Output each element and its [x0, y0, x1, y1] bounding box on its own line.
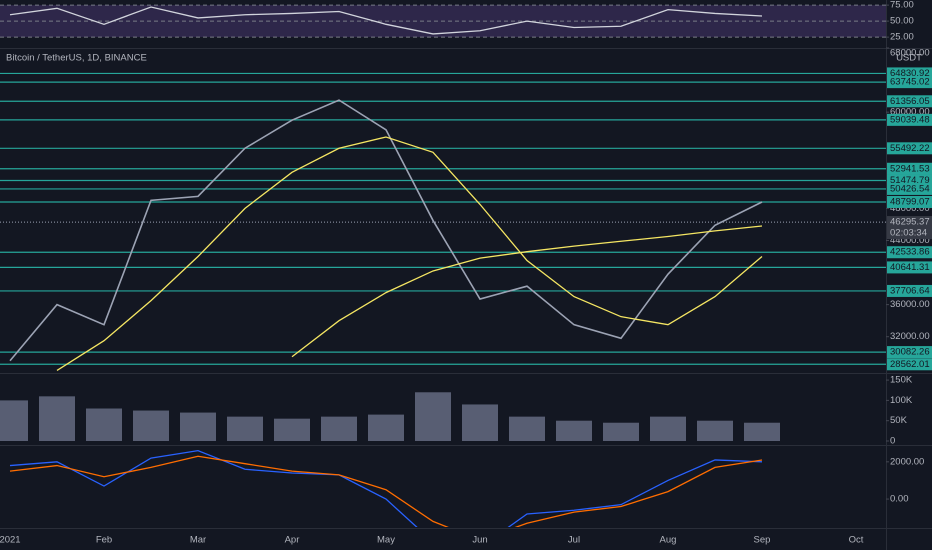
- y-tick-label: 32000.00: [890, 331, 930, 342]
- y-tick-label: 0.00: [890, 494, 909, 505]
- x-tick-label: Apr: [285, 535, 300, 546]
- x-tick-label: Jul: [568, 535, 580, 546]
- level-label: 37706.64: [890, 285, 930, 296]
- y-tick-label: 60000.00: [890, 107, 930, 118]
- y-tick-label: 25.00: [890, 32, 914, 43]
- level-label-box: [887, 195, 932, 208]
- level-label-box: [887, 346, 932, 359]
- level-label-box: [887, 284, 932, 297]
- level-label-box: [887, 113, 932, 126]
- level-label-box: [887, 358, 932, 371]
- level-label: 28562.01: [890, 359, 930, 370]
- series-line: [9, 6, 763, 35]
- volume-bar: [133, 410, 169, 441]
- pane: [0, 392, 780, 441]
- level-label-box: [887, 246, 932, 259]
- x-tick-label: Feb: [96, 535, 112, 546]
- level-label: 42533.86: [890, 247, 930, 258]
- series-line: [9, 449, 763, 527]
- level-label: 51474.79: [890, 175, 930, 186]
- y-tick-label: 75.00: [890, 0, 914, 11]
- last-price-box: [887, 216, 932, 240]
- x-tick-label: May: [377, 535, 395, 546]
- volume-bar: [556, 420, 592, 441]
- x-tick-label: Jun: [472, 535, 487, 546]
- level-label: 52941.53: [890, 163, 930, 174]
- y-tick-label: 100K: [890, 395, 913, 406]
- level-label: 61356.05: [890, 96, 930, 107]
- level-label-box: [887, 182, 932, 195]
- level-label: 50426.54: [890, 183, 930, 194]
- level-label-box: [887, 76, 932, 89]
- y-tick-label: 150K: [890, 375, 913, 386]
- volume-bar: [180, 412, 216, 441]
- level-label: 30082.26: [890, 347, 930, 358]
- volume-bar: [744, 422, 780, 441]
- level-label: 55492.22: [890, 143, 930, 154]
- level-label: 48799.07: [890, 197, 930, 208]
- volume-bar: [650, 416, 686, 441]
- y-tick-label: 36000.00: [890, 299, 930, 310]
- volume-bar: [321, 416, 357, 441]
- volume-bar: [39, 396, 75, 441]
- x-tick-label: 2021: [0, 535, 21, 546]
- unit-label: USDT: [896, 53, 922, 64]
- y-tick-label: 68000.00: [890, 48, 930, 59]
- level-label-box: [887, 142, 932, 155]
- pane: [9, 449, 763, 527]
- level-label: 40641.31: [890, 262, 930, 273]
- volume-bar: [368, 414, 404, 441]
- x-tick-label: Aug: [660, 535, 677, 546]
- volume-bar: [415, 392, 451, 441]
- level-label: 63745.02: [890, 77, 930, 88]
- volume-bar: [509, 416, 545, 441]
- volume-bar: [697, 420, 733, 441]
- series-line: [9, 455, 763, 527]
- volume-bar: [274, 418, 310, 441]
- x-tick-label: Sep: [754, 535, 771, 546]
- volume-bar: [603, 422, 639, 441]
- chart-title: Bitcoin / TetherUS, 1D, BINANCE: [6, 53, 147, 64]
- last-price-label: 46295.37: [890, 217, 930, 228]
- y-tick-label: 50K: [890, 415, 908, 426]
- pane: [0, 4, 886, 38]
- pane: [0, 72, 886, 371]
- level-label-box: [887, 261, 932, 274]
- y-tick-label: 2000.00: [890, 456, 924, 467]
- level-label-box: [887, 162, 932, 175]
- level-label-box: [887, 95, 932, 108]
- series-line: [56, 136, 763, 371]
- x-tick-label: Mar: [190, 535, 206, 546]
- y-tick-label: 50.00: [890, 16, 914, 27]
- volume-bar: [227, 416, 263, 441]
- y-tick-label: 48000.00: [890, 203, 930, 214]
- series-line: [291, 225, 763, 358]
- volume-bar: [0, 400, 28, 441]
- y-tick-label: 44000.00: [890, 235, 930, 246]
- volume-bar: [462, 404, 498, 441]
- level-label: 59039.48: [890, 114, 930, 125]
- y-tick-label: 0: [890, 436, 895, 447]
- x-tick-label: Oct: [849, 535, 864, 546]
- volume-bar: [86, 408, 122, 441]
- series-line: [9, 99, 763, 362]
- level-label: 64830.92: [890, 68, 930, 79]
- countdown: 02:03:34: [890, 228, 927, 239]
